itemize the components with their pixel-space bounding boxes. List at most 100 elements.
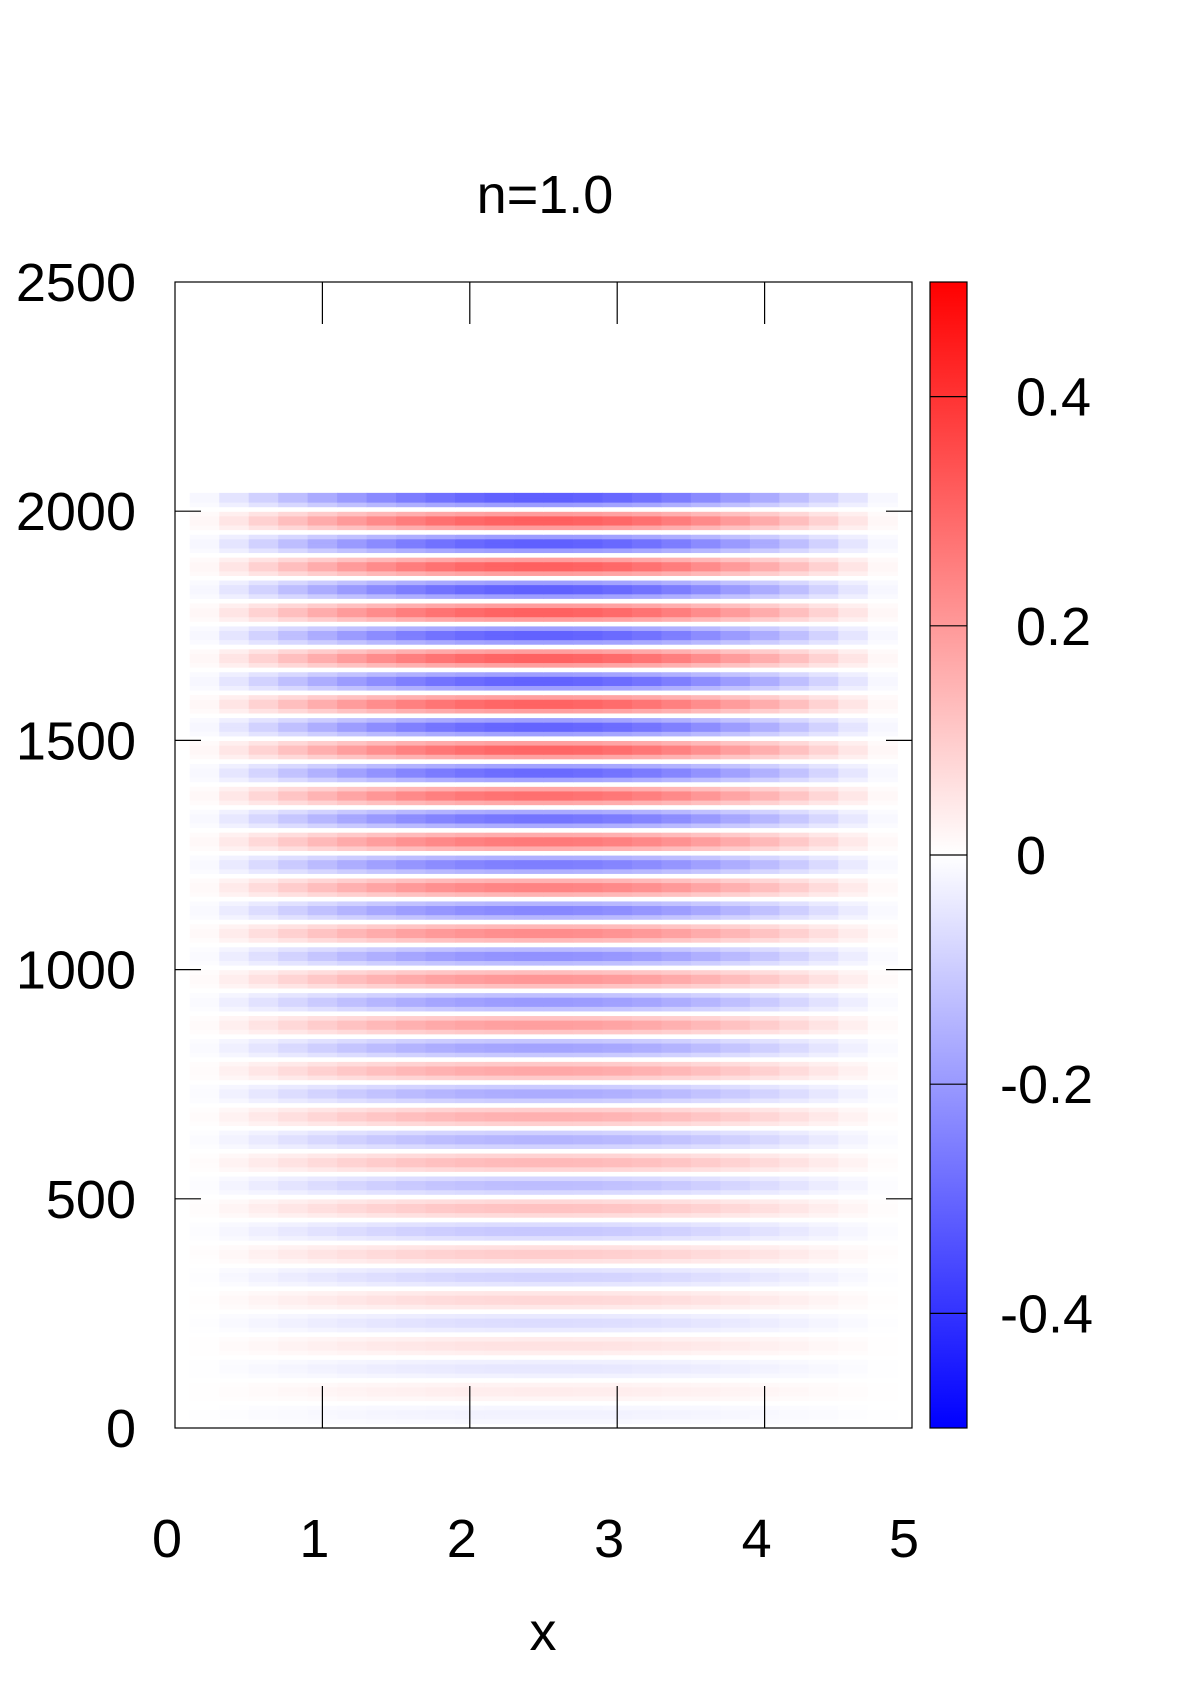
heatmap-cell [543,1285,574,1292]
heatmap-cell [808,552,839,558]
heatmap-cell [808,1024,839,1030]
heatmap-cell [867,914,898,920]
heatmap-cell [337,799,368,806]
heatmap-cell [455,992,486,998]
heatmap-cell [631,1226,663,1232]
heatmap-cell [838,1111,869,1117]
heatmap-cell [838,969,869,975]
heatmap-cell [455,987,486,994]
heatmap-cell [690,1084,721,1090]
heatmap-cell [514,997,545,1003]
heatmap-cell [867,1304,898,1310]
heatmap-cell [219,607,250,613]
heatmap-cell [779,955,810,962]
heatmap-cell [661,612,692,618]
heatmap-cell [278,969,309,975]
heatmap-cell [455,717,486,723]
heatmap-cell [396,648,427,654]
heatmap-cell [484,653,515,659]
heatmap-cell [396,868,427,874]
heatmap-cell [720,799,751,806]
heatmap-cell [661,781,692,787]
heatmap-cell [749,763,780,769]
heatmap-cell [631,671,663,677]
heatmap-cell [189,694,220,700]
heatmap-cell [248,552,279,558]
heatmap-cell [514,951,545,957]
heatmap-cell [808,644,839,650]
heatmap-cell [808,726,839,732]
heatmap-cell [631,1409,663,1415]
heatmap-cell [749,662,780,668]
heatmap-cell [690,891,721,897]
heatmap-cell [425,896,456,902]
heatmap-cell [779,538,810,544]
heatmap-cell [484,657,515,664]
heatmap-cell [808,900,839,907]
heatmap-cell [808,1322,839,1328]
heatmap-cell [455,1143,486,1149]
colorbar-ticks: -0.4-0.200.20.4 [930,368,1093,1344]
heatmap-cell [425,965,456,971]
heatmap-cell [455,1317,486,1324]
heatmap-cell [455,1253,486,1259]
heatmap-cell [278,992,309,998]
heatmap-cell [366,657,397,664]
heatmap-cell [779,951,810,957]
heatmap-cell [307,584,338,590]
heatmap-cell [779,1272,810,1278]
heatmap-cell [720,1262,751,1269]
heatmap-cell [484,1065,515,1072]
heatmap-cell [867,552,898,558]
heatmap-cell [867,579,898,586]
heatmap-cell [720,1102,751,1108]
heatmap-cell [543,841,574,847]
heatmap-cell [425,1088,456,1094]
heatmap-cell [661,1198,692,1204]
heatmap-cell [867,772,898,778]
heatmap-cell [514,896,545,902]
heatmap-cell [189,1359,220,1365]
heatmap-cell [543,1052,574,1058]
heatmap-cell [278,1084,309,1090]
heatmap-cell [720,589,751,595]
heatmap-cell [219,1175,250,1182]
heatmap-cell [661,685,692,691]
heatmap-cell [248,1272,279,1278]
heatmap-cell [278,593,309,599]
heatmap-cell [720,763,751,769]
heatmap-cell [572,1414,604,1420]
heatmap-cell [838,1240,869,1246]
heatmap-cell [661,1240,692,1246]
heatmap-cell [749,625,780,631]
heatmap-cell [779,602,810,609]
heatmap-cell [631,1166,663,1172]
heatmap-cell [808,864,839,870]
heatmap-cell [425,1304,456,1310]
heatmap-cell [366,1120,397,1127]
heatmap-cell [572,1093,604,1099]
heatmap-cell [307,1363,338,1369]
heatmap-cell [631,566,663,572]
heatmap-cell [425,1327,456,1333]
heatmap-cell [631,630,663,636]
heatmap-cell [572,965,604,971]
heatmap-cell [690,1052,721,1058]
heatmap-cell [543,1377,574,1383]
heatmap-cell [484,703,515,709]
heatmap-cell [838,946,869,952]
heatmap-cell [337,1056,368,1062]
heatmap-cell [543,685,574,691]
heatmap-cell [543,1258,574,1264]
heatmap-cell [867,754,898,760]
heatmap-cell [484,694,515,700]
heatmap-cell [661,997,692,1003]
heatmap-cell [278,708,309,714]
heatmap-cell [514,1125,545,1131]
heatmap-cell [572,1363,604,1369]
heatmap-cell [189,1125,220,1131]
heatmap-cell [396,795,427,801]
heatmap-cell [248,543,279,549]
heatmap-cell [867,1386,898,1392]
heatmap-cell [867,1285,898,1292]
